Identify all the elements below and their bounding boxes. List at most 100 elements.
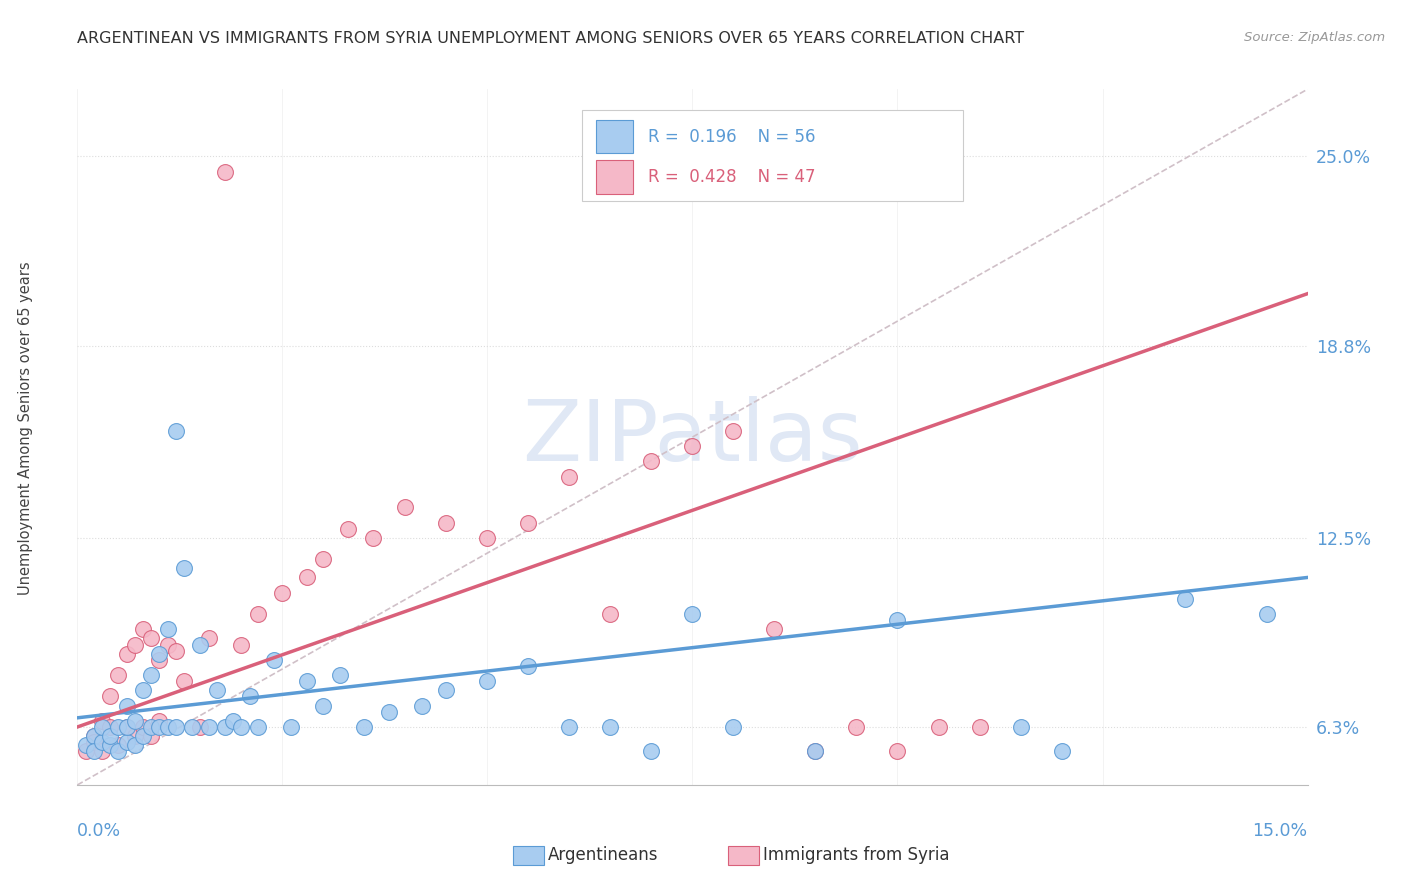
Point bbox=[804, 744, 827, 758]
Point bbox=[90, 720, 114, 734]
Point bbox=[214, 164, 236, 178]
Point bbox=[75, 739, 97, 753]
Text: ARGENTINEAN VS IMMIGRANTS FROM SYRIA UNEMPLOYMENT AMONG SENIORS OVER 65 YEARS CO: ARGENTINEAN VS IMMIGRANTS FROM SYRIA UNE… bbox=[77, 31, 1025, 46]
Point bbox=[477, 531, 499, 545]
Point bbox=[723, 720, 745, 734]
Text: R =  0.196    N = 56: R = 0.196 N = 56 bbox=[648, 128, 815, 145]
Point bbox=[148, 714, 170, 728]
Point bbox=[165, 720, 187, 734]
Point bbox=[165, 643, 187, 657]
Point bbox=[115, 698, 138, 713]
Point bbox=[231, 638, 253, 652]
Point bbox=[141, 632, 163, 646]
Point bbox=[411, 698, 433, 713]
Point bbox=[124, 739, 146, 753]
Point bbox=[188, 720, 212, 734]
Text: Argentineans: Argentineans bbox=[548, 847, 659, 864]
Point bbox=[1256, 607, 1278, 621]
Point bbox=[804, 744, 827, 758]
Point bbox=[558, 469, 581, 483]
Point bbox=[231, 720, 253, 734]
Point bbox=[141, 729, 163, 743]
Point bbox=[845, 720, 868, 734]
Text: Unemployment Among Seniors over 65 years: Unemployment Among Seniors over 65 years bbox=[18, 261, 32, 595]
Point bbox=[280, 720, 302, 734]
Point bbox=[83, 735, 105, 749]
Point bbox=[197, 632, 219, 646]
Point bbox=[124, 714, 146, 728]
Point bbox=[205, 683, 228, 698]
Point bbox=[83, 729, 105, 743]
Text: 15.0%: 15.0% bbox=[1253, 822, 1308, 839]
Point bbox=[115, 647, 138, 661]
Point bbox=[682, 439, 704, 453]
Point bbox=[886, 613, 908, 627]
Point bbox=[295, 674, 318, 689]
Point bbox=[132, 623, 155, 637]
Point bbox=[599, 720, 621, 734]
Point bbox=[1010, 720, 1032, 734]
Point bbox=[115, 720, 138, 734]
Point bbox=[394, 500, 416, 515]
Point bbox=[98, 739, 121, 753]
Point bbox=[132, 720, 155, 734]
Point bbox=[148, 647, 170, 661]
Point bbox=[682, 607, 704, 621]
Point bbox=[599, 607, 621, 621]
Point bbox=[132, 683, 155, 698]
Point bbox=[517, 659, 540, 673]
Point bbox=[188, 638, 212, 652]
Point bbox=[156, 638, 179, 652]
Point bbox=[969, 720, 991, 734]
Point bbox=[312, 698, 335, 713]
Point bbox=[124, 729, 146, 743]
Point bbox=[337, 522, 360, 536]
Point bbox=[640, 454, 662, 468]
Point bbox=[378, 705, 401, 719]
Point bbox=[239, 690, 262, 704]
Point bbox=[98, 690, 121, 704]
Point bbox=[115, 735, 138, 749]
Point bbox=[173, 561, 195, 575]
Point bbox=[83, 729, 105, 743]
Point bbox=[329, 668, 352, 682]
Point bbox=[558, 720, 581, 734]
Point bbox=[263, 653, 285, 667]
Point bbox=[141, 720, 163, 734]
Point bbox=[928, 720, 950, 734]
Point bbox=[148, 653, 170, 667]
Point bbox=[246, 607, 269, 621]
Point bbox=[295, 570, 318, 584]
Point bbox=[90, 744, 114, 758]
Point bbox=[132, 729, 155, 743]
Point bbox=[156, 623, 179, 637]
Point bbox=[517, 516, 540, 530]
Point bbox=[477, 674, 499, 689]
Point bbox=[640, 744, 662, 758]
Point bbox=[173, 674, 195, 689]
Text: Immigrants from Syria: Immigrants from Syria bbox=[763, 847, 950, 864]
Point bbox=[98, 720, 121, 734]
Point bbox=[361, 531, 384, 545]
Point bbox=[107, 739, 129, 753]
Point bbox=[107, 720, 129, 734]
Point bbox=[271, 585, 294, 599]
Text: 0.0%: 0.0% bbox=[77, 822, 121, 839]
Point bbox=[90, 714, 114, 728]
Text: R =  0.428    N = 47: R = 0.428 N = 47 bbox=[648, 168, 815, 186]
Point bbox=[353, 720, 375, 734]
Text: Source: ZipAtlas.com: Source: ZipAtlas.com bbox=[1244, 31, 1385, 45]
Point bbox=[141, 668, 163, 682]
Point bbox=[723, 424, 745, 438]
Point bbox=[436, 516, 458, 530]
Point bbox=[222, 714, 245, 728]
Point bbox=[181, 720, 204, 734]
Point bbox=[1050, 744, 1073, 758]
Point bbox=[107, 744, 129, 758]
Point bbox=[214, 720, 236, 734]
Point bbox=[1174, 591, 1197, 606]
Point bbox=[98, 729, 121, 743]
Point bbox=[107, 668, 129, 682]
Point bbox=[156, 720, 179, 734]
Point bbox=[886, 744, 908, 758]
